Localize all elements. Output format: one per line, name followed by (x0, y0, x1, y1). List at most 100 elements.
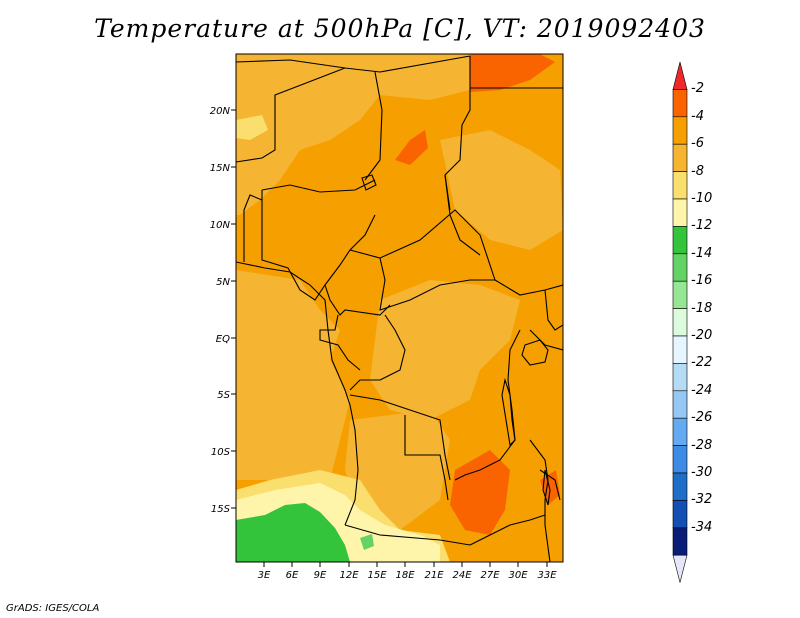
colorbar-top-triangle (672, 61, 688, 90)
colorbar (672, 61, 688, 583)
lake-victoria (521, 339, 549, 366)
border-gabon (319, 314, 361, 371)
border-mozambique (529, 439, 551, 562)
field-dark-orange-east (450, 450, 510, 535)
colorbar-label: -10 (691, 191, 713, 206)
border-chad-car (349, 209, 496, 281)
colorbar-label: -6 (691, 136, 704, 152)
colorbar-box (672, 308, 688, 337)
colorbar-box (672, 527, 688, 556)
field-dark-orange-lake (540, 470, 560, 505)
field-light-orange-atlantic (236, 270, 350, 480)
colorbar-box (672, 335, 688, 364)
colorbar-box (672, 280, 688, 309)
colorbar-label: -18 (691, 300, 713, 316)
colorbar-label: -4 (691, 108, 704, 124)
lat-label-5s: 5S (217, 390, 230, 401)
colorbar-box (672, 472, 688, 501)
colorbar-box (672, 116, 688, 145)
border-kenya (544, 289, 563, 331)
lon-label-15e: 15E (367, 570, 387, 581)
colorbar-bottom-triangle (672, 554, 688, 583)
colorbar-box (672, 198, 688, 227)
colorbar-label: -32 (691, 492, 713, 508)
border-nigeria (261, 190, 376, 301)
colorbar-box (672, 417, 688, 446)
colorbar-label: -34 (691, 519, 713, 535)
border-congo-drc (349, 314, 406, 391)
colorbar-label: -14 (691, 245, 713, 261)
colorbar-box (672, 363, 688, 392)
field-light-green (360, 534, 374, 550)
border-benin (243, 194, 263, 262)
field-light-orange-chad (440, 130, 563, 250)
field-light-orange-west (236, 54, 470, 215)
lon-label-30e: 30E (508, 570, 528, 581)
border-mali-niger (236, 67, 346, 163)
credit-text: GrADS: IGES/COLA (6, 603, 100, 614)
lat-label-20n: 20N (210, 106, 231, 117)
lat-label-5n: 5N (216, 277, 230, 288)
colorbar-label: -24 (691, 382, 713, 398)
lake-tanganyika (501, 377, 516, 447)
field-yellow-north (236, 115, 268, 140)
colorbar-box (672, 171, 688, 200)
lon-label-24e: 24E (452, 570, 472, 581)
lat-tick-marks (231, 109, 236, 509)
map-title: Temperature at 500hPa [C], VT: 201909240… (94, 14, 706, 43)
field-light-orange-congo (370, 280, 520, 420)
lon-tick-marks (263, 562, 548, 567)
lat-label-10s: 10S (211, 447, 231, 458)
border-zambia-south (469, 514, 546, 546)
colorbar-label: -28 (691, 437, 713, 453)
lon-label-33e: 33E (537, 570, 557, 581)
border-angola-namibia (344, 524, 471, 546)
colorbar-box (672, 143, 688, 172)
border-sudan-south (494, 279, 563, 296)
map-frame (235, 53, 564, 563)
lon-label-3e: 3E (258, 570, 271, 581)
border-niger-chad (364, 71, 383, 181)
border-tanzania (529, 329, 563, 351)
colorbar-label: -16 (691, 273, 713, 289)
colorbar-box (672, 500, 688, 529)
colorbar-label: -8 (691, 163, 704, 179)
colorbar-label: -2 (691, 81, 704, 97)
lake-chad (361, 174, 377, 191)
border-angola-zambia (404, 415, 449, 501)
colorbar-box (672, 445, 688, 474)
border-cameroon (324, 284, 391, 316)
field-green (236, 503, 350, 562)
lon-tick-labels: 3E 6E 9E 12E 15E 18E 21E 24E 27E 30E 33E (258, 570, 558, 581)
lake-malawi (542, 469, 551, 506)
colorbar-box (672, 390, 688, 419)
colorbar-label: -20 (691, 328, 713, 343)
lon-label-27e: 27E (480, 570, 500, 581)
colorbar-label: -12 (691, 218, 713, 234)
lat-label-15n: 15N (210, 163, 231, 174)
lon-label-6e: 6E (286, 570, 299, 581)
border-nigeria-niger (261, 179, 376, 193)
colorbar-label: -26 (691, 410, 713, 426)
lon-label-21e: 21E (424, 570, 444, 581)
colorbar-label: -22 (691, 355, 713, 371)
lat-label-10n: 10N (210, 220, 231, 231)
border-chad-sudan-east (444, 174, 481, 256)
coast-west-africa (236, 261, 359, 526)
border-drc-angola (349, 394, 451, 481)
field-dark-orange-northeast (470, 54, 555, 92)
colorbar-label: -30 (691, 465, 713, 480)
lat-label-15s: 15S (211, 504, 231, 515)
lon-label-12e: 12E (339, 570, 359, 581)
country-borders (236, 55, 563, 562)
lon-label-9e: 9E (314, 570, 327, 581)
colorbar-box (672, 89, 688, 118)
temperature-field (236, 54, 563, 562)
border-car-congo (379, 257, 495, 311)
colorbar-box (672, 253, 688, 282)
colorbar-box (672, 226, 688, 255)
lat-label-eq: EQ (216, 334, 230, 345)
field-dark-orange-sudan (395, 130, 428, 165)
lon-label-18e: 18E (395, 570, 415, 581)
